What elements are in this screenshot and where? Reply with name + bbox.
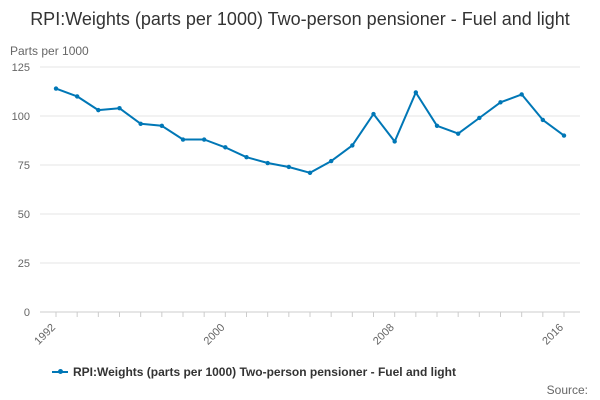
data-point[interactable] [392, 139, 397, 144]
y-tick-labels: 0 25 50 75 100 125 [12, 62, 30, 319]
data-point[interactable] [455, 131, 461, 136]
x-tick-labels: 1992 2000 2008 2016 [32, 322, 566, 348]
x-tick-label: 2008 [371, 322, 397, 348]
data-point[interactable] [53, 86, 59, 91]
data-point[interactable] [328, 158, 334, 164]
data-point[interactable] [159, 123, 165, 128]
data-point[interactable] [223, 145, 228, 150]
data-point[interactable] [286, 164, 292, 170]
legend[interactable]: RPI:Weights (parts per 1000) Two-person … [52, 365, 456, 379]
y-tick-label: 25 [18, 258, 30, 270]
y-tick-label: 50 [18, 209, 30, 221]
data-point[interactable] [498, 100, 503, 105]
source-label: Source: [546, 383, 588, 397]
legend-swatch [52, 367, 68, 377]
data-point[interactable] [371, 111, 376, 117]
data-point[interactable] [350, 143, 355, 148]
data-point[interactable] [265, 160, 270, 166]
data-point[interactable] [540, 117, 546, 123]
data-point[interactable] [413, 90, 419, 95]
data-point[interactable] [561, 133, 567, 138]
data-point[interactable] [74, 94, 80, 99]
data-point[interactable] [519, 92, 524, 97]
data-point[interactable] [307, 170, 313, 176]
data-point[interactable] [117, 105, 122, 111]
data-point[interactable] [96, 107, 101, 113]
data-point[interactable] [477, 115, 482, 121]
y-axis-label: Parts per 1000 [10, 44, 89, 58]
data-point[interactable] [138, 121, 143, 127]
data-point[interactable] [180, 137, 186, 142]
series [53, 86, 567, 176]
legend-label: RPI:Weights (parts per 1000) Two-person … [73, 365, 456, 379]
gridlines [40, 66, 580, 264]
series-line [55, 87, 565, 174]
y-tick-label: 100 [12, 111, 30, 123]
x-tick-label: 2000 [202, 322, 228, 348]
data-point[interactable] [244, 154, 249, 160]
x-tick-label: 1992 [32, 322, 58, 348]
y-tick-label: 125 [12, 62, 30, 74]
axes [40, 311, 580, 317]
data-point[interactable] [201, 137, 207, 142]
chart-title: RPI:Weights (parts per 1000) Two-person … [30, 9, 570, 29]
y-tick-label: 0 [24, 307, 30, 319]
data-point[interactable] [434, 123, 440, 128]
x-tick-label: 2016 [540, 322, 566, 348]
y-tick-label: 75 [18, 160, 30, 172]
